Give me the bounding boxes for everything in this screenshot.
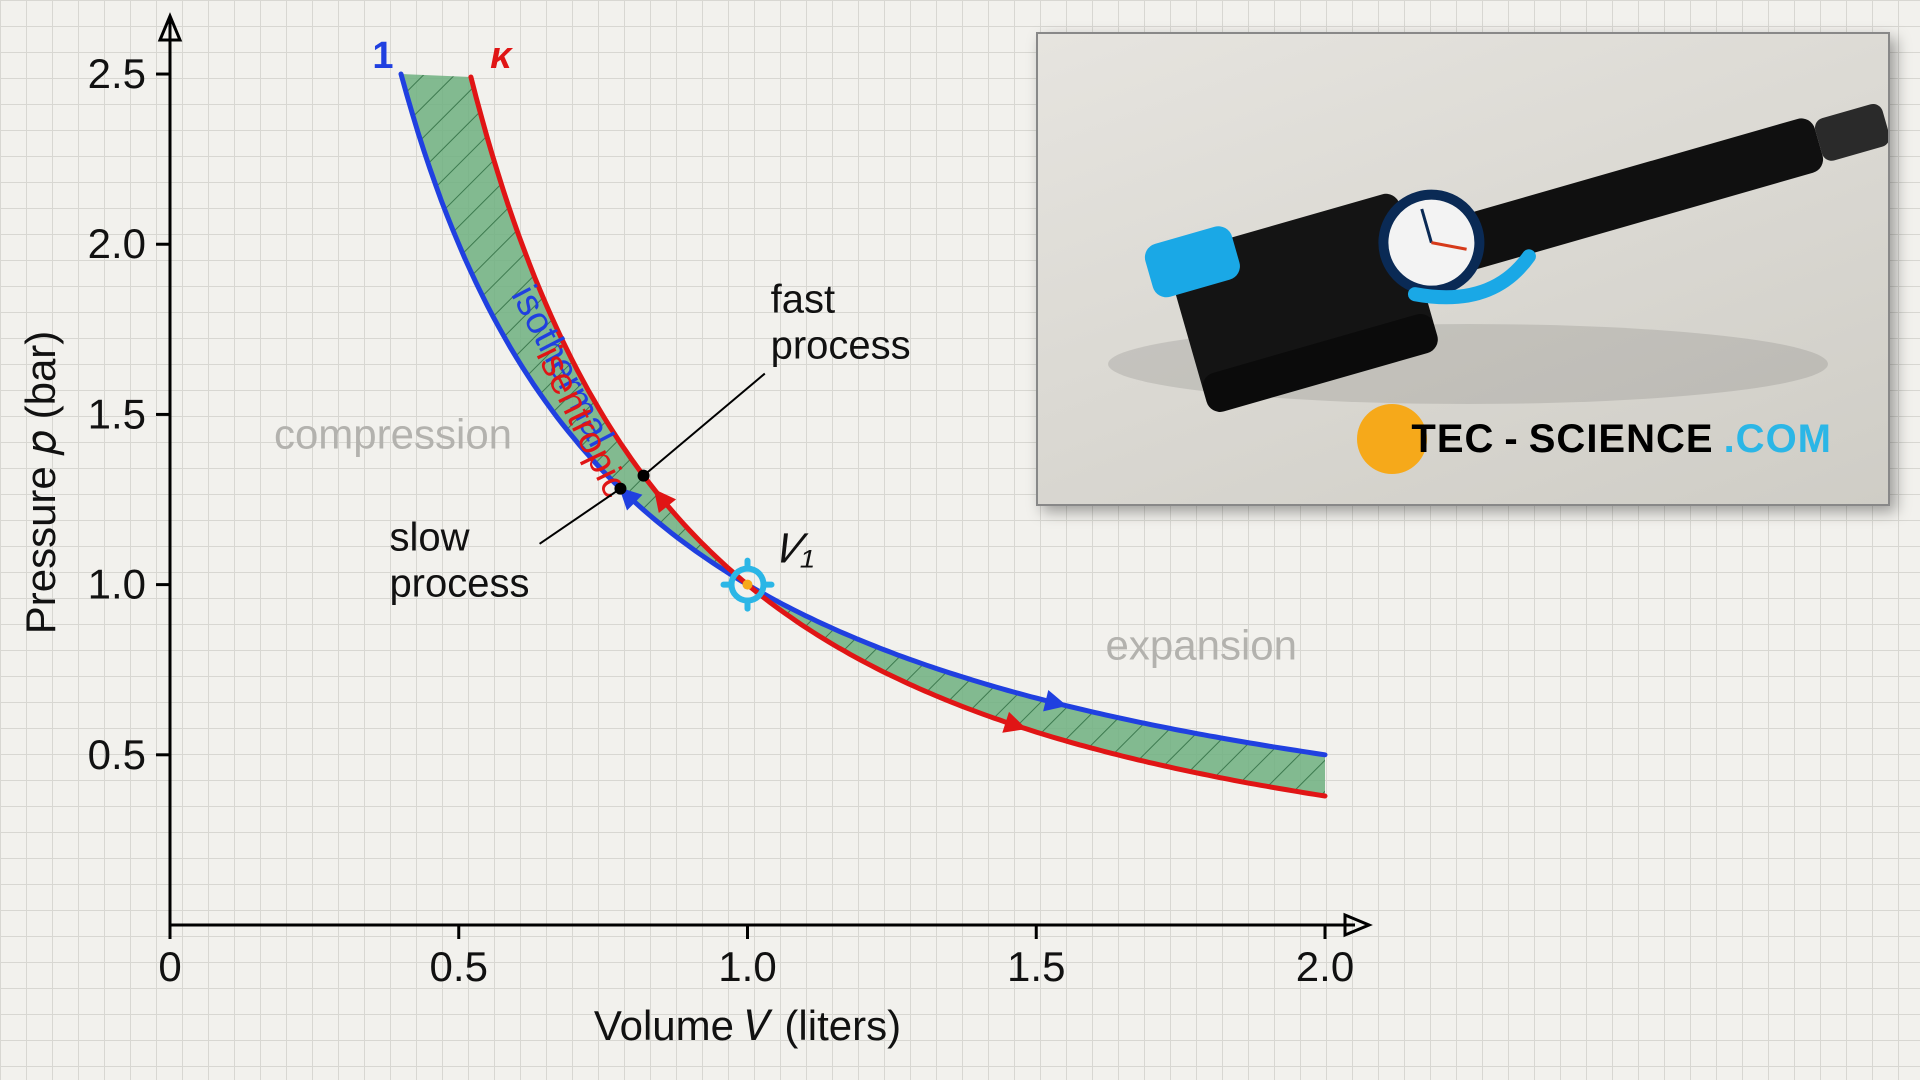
svg-text:0.5: 0.5 — [88, 731, 146, 778]
svg-text:fastprocess: fastprocess — [771, 277, 911, 367]
reference-point-label: 𝑉₁ — [776, 528, 814, 572]
svg-text:0: 0 — [158, 943, 181, 990]
slow-process-annotation: slowprocess — [389, 483, 626, 606]
svg-text:slowprocess: slowprocess — [389, 516, 529, 606]
svg-text:1.0: 1.0 — [718, 943, 776, 990]
svg-text:0.5: 0.5 — [430, 943, 488, 990]
logo-part-science: SCIENCE — [1529, 417, 1714, 462]
svg-text:1.5: 1.5 — [88, 390, 146, 437]
y-axis-title: Pressure 𝑝 (bar) — [17, 331, 65, 635]
isothermal-exponent-label: 1 — [372, 35, 393, 77]
svg-text:1.5: 1.5 — [1007, 943, 1065, 990]
isentropic-exponent-label: κ — [490, 35, 513, 77]
svg-text:2.0: 2.0 — [88, 220, 146, 267]
svg-text:2.0: 2.0 — [1296, 943, 1354, 990]
svg-text:1.0: 1.0 — [88, 561, 146, 608]
fast-process-annotation: fastprocess — [638, 277, 911, 481]
svg-text:2.5: 2.5 — [88, 50, 146, 97]
expansion-label: expansion — [1106, 622, 1297, 669]
tec-science-logo: TEC - SCIENCE .COM — [1357, 404, 1858, 474]
compression-label: compression — [274, 410, 512, 457]
x-axis-title: Volume 𝑉 (liters) — [594, 1002, 901, 1049]
inset-photo: TEC - SCIENCE .COM — [1036, 32, 1890, 506]
logo-part-com: .COM — [1724, 417, 1832, 462]
logo-part-tec: TEC — [1411, 417, 1494, 462]
curve-labels: isothermalisentropic — [503, 279, 637, 504]
logo-dash: - — [1504, 417, 1518, 462]
